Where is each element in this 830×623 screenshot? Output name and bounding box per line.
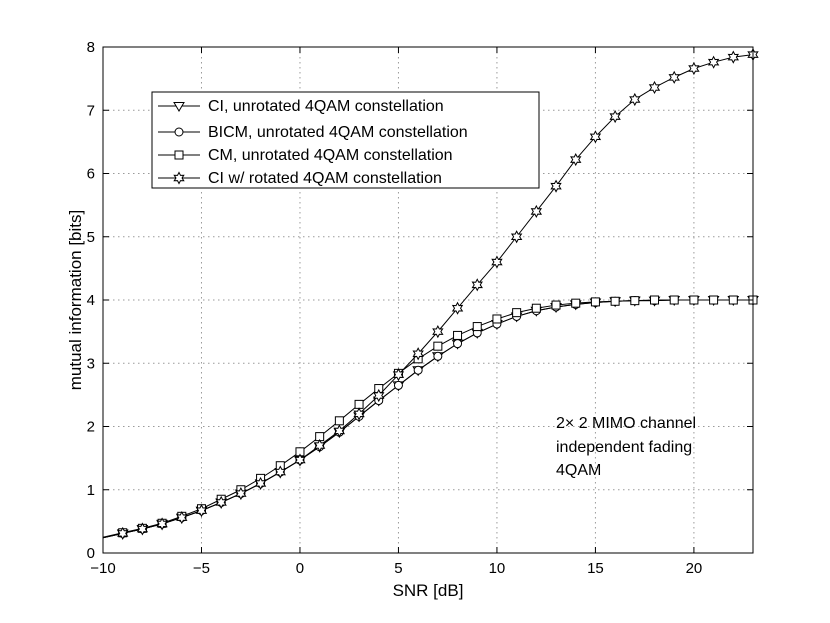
- legend-marker-ci-unrotated: [173, 102, 185, 112]
- data-point-ci-rotated: [235, 486, 247, 501]
- series-group: [102, 48, 759, 540]
- x-axis-label: SNR [dB]: [393, 581, 464, 600]
- data-point-ci-rotated: [294, 453, 306, 467]
- data-point-ci-rotated: [136, 522, 149, 536]
- data-point-ci-rotated: [451, 301, 464, 315]
- data-point-ci-rotated: [589, 130, 602, 144]
- data-point-ci-rotated: [353, 407, 365, 421]
- series-line-cm-unrotated: [102, 299, 753, 538]
- annotation-line-1: 2× 2 MIMO channel: [556, 415, 696, 432]
- data-point-ci-rotated: [727, 50, 740, 64]
- data-point-ci-rotated: [668, 70, 680, 84]
- data-point-cm-unrotated: [571, 298, 581, 308]
- data-point-ci-rotated: [373, 388, 385, 403]
- y-tick-label: 7: [87, 102, 95, 119]
- data-point-bicm-unrotated: [393, 380, 403, 390]
- legend-marker-cm-unrotated: [174, 150, 184, 160]
- y-tick-label: 6: [87, 166, 95, 183]
- data-point-ci-rotated: [510, 230, 523, 244]
- data-point-ci-rotated: [116, 526, 129, 540]
- y-tick-label: 3: [87, 355, 95, 372]
- x-tick-label: −5: [193, 560, 210, 577]
- series-line-ci-rotated: [102, 54, 754, 539]
- data-point-cm-unrotated: [669, 295, 679, 305]
- y-tick-label: 1: [87, 482, 95, 499]
- data-point-ci-rotated: [491, 255, 503, 269]
- data-point-ci-rotated: [215, 495, 227, 509]
- data-point-ci-rotated: [629, 92, 641, 107]
- data-point-ci-rotated: [195, 504, 208, 518]
- data-point-ci-rotated: [550, 179, 562, 193]
- data-point-cm-unrotated: [709, 295, 719, 305]
- data-point-bicm-unrotated: [453, 339, 463, 349]
- data-point-ci-rotated: [176, 511, 188, 525]
- annotation: 2× 2 MIMO channel independent fading 4QA…: [556, 415, 696, 479]
- data-point-cm-unrotated: [453, 330, 463, 340]
- y-tick-label: 0: [87, 545, 95, 562]
- data-point-bicm-unrotated: [433, 351, 443, 361]
- legend-label-bicm-unrotated: BICM, unrotated 4QAM constellation: [208, 124, 468, 141]
- x-tick-label: 0: [296, 560, 304, 577]
- data-point-ci-rotated: [432, 325, 444, 339]
- y-tick-label: 8: [87, 39, 95, 56]
- data-point-ci-rotated: [688, 61, 700, 76]
- axis-ticks: −10 −5 0 5 10 15 20 0 1 2 3 4 5 6 7 8: [87, 39, 753, 577]
- data-point-cm-unrotated: [433, 341, 443, 351]
- data-point-ci-rotated: [254, 476, 267, 491]
- data-point-cm-unrotated: [610, 296, 620, 306]
- data-point-ci-rotated: [392, 368, 405, 382]
- y-tick-label: 2: [87, 419, 95, 436]
- data-point-ci-rotated: [570, 153, 582, 167]
- x-tick-label: 20: [686, 560, 703, 577]
- data-point-bicm-unrotated: [413, 365, 423, 375]
- legend-label-ci-unrotated: CI, unrotated 4QAM constellation: [208, 98, 444, 115]
- series-ci-rotated: [102, 48, 759, 540]
- data-point-cm-unrotated: [650, 295, 660, 305]
- y-tick-label: 5: [87, 229, 95, 246]
- annotation-line-2: independent fading: [556, 439, 692, 456]
- legend-marker-bicm-unrotated: [174, 127, 184, 137]
- legend-marker-ci-rotated: [173, 171, 185, 185]
- data-point-ci-rotated: [412, 347, 424, 361]
- data-point-cm-unrotated: [512, 308, 522, 318]
- x-tick-label: 10: [489, 560, 506, 577]
- annotation-line-3: 4QAM: [556, 462, 601, 479]
- data-point-ci-rotated: [313, 438, 326, 453]
- y-axis-label: mutual information [bits]: [66, 210, 85, 390]
- legend-box: [151, 91, 540, 189]
- y-tick-label: 4: [87, 292, 95, 309]
- x-tick-label: 15: [587, 560, 604, 577]
- data-point-cm-unrotated: [492, 314, 502, 324]
- data-point-cm-unrotated: [689, 295, 699, 305]
- data-point-cm-unrotated: [472, 322, 482, 332]
- data-point-cm-unrotated: [551, 300, 561, 310]
- x-tick-label: −10: [90, 560, 115, 577]
- data-point-cm-unrotated: [630, 296, 640, 306]
- legend-label-ci-rotated: CI w/ rotated 4QAM constellation: [208, 170, 442, 187]
- legend-samples: [158, 102, 200, 185]
- data-point-cm-unrotated: [531, 303, 541, 313]
- data-point-ci-rotated: [333, 424, 346, 438]
- x-tick-label: 5: [394, 560, 402, 577]
- data-point-cm-unrotated: [590, 297, 600, 307]
- data-point-ci-rotated: [609, 109, 621, 124]
- data-point-ci-rotated: [156, 517, 168, 531]
- data-point-cm-unrotated: [354, 399, 364, 409]
- data-point-ci-rotated: [471, 278, 483, 292]
- data-point-cm-unrotated: [334, 416, 344, 426]
- data-point-ci-rotated: [274, 465, 286, 479]
- data-point-ci-rotated: [530, 204, 543, 219]
- legend-label-cm-unrotated: CM, unrotated 4QAM constellation: [208, 147, 453, 164]
- legend: CI, unrotated 4QAM constellation BICM, u…: [151, 91, 540, 189]
- data-point-ci-rotated: [648, 80, 661, 95]
- data-point-cm-unrotated: [728, 295, 738, 305]
- data-point-ci-rotated: [707, 55, 720, 69]
